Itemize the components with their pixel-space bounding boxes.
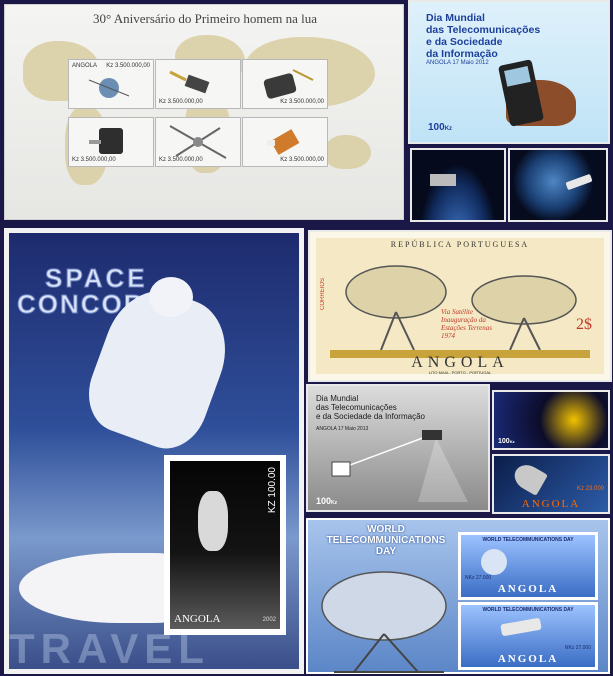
grass-strip [330, 350, 590, 358]
satellite-icon [430, 174, 456, 186]
mini-stamp: Kz 3.500.000,00 [155, 117, 241, 167]
stamp-printer: LITO MAIA - PORTO - PORTUGAL [428, 370, 492, 375]
stamp-value: 100Kz [428, 122, 453, 133]
astronaut-helmet [149, 277, 193, 317]
wtd-stamp-2: WORLD TELECOMMUNICATIONS DAY NKz 27.000 … [458, 602, 598, 670]
stamp-value: 100Kz [498, 438, 515, 445]
shuttle-icon [500, 617, 542, 637]
world-telecom-day-sheet: WORLD TELECOMMUNICATIONS DAY WORLD TELEC… [306, 518, 610, 674]
mini-stamp: Kz 3.500.000,00 [242, 59, 328, 109]
eclipse-stamp: 100Kz [494, 392, 608, 448]
stamp-header: REPÚBLICA PORTUGUESA [390, 240, 530, 249]
stamp-caption: Via Satélite Inauguração da Estações Ter… [441, 308, 493, 340]
stamp-country: ANGOLA [174, 613, 221, 625]
stamp-country: ANGOLA [521, 498, 581, 510]
map-continent [325, 135, 371, 169]
mini-stamp: ANGOLA Kz 3.500.000,00 [68, 59, 154, 109]
stamp-date: ANGOLA 17 Maio 2012 [426, 60, 489, 66]
telecom-day-stamp-2012: Dia Mundial das Telecomunicações e da So… [410, 2, 608, 142]
sheet-title-line1: SPACE [45, 263, 148, 294]
telecom-day-stamp-2013: Dia Mundial das Telecomunicações e da So… [308, 386, 488, 510]
space-concorde-sheet: SPACE CONCORDE TRAVEL KZ 100.00 ANGOLA 2… [4, 228, 304, 674]
stamp-country: ANGOLA [497, 583, 559, 595]
stamp-title: Dia Mundial das Telecomunicações e da So… [426, 12, 541, 60]
satellite-icon [89, 128, 123, 154]
stamp-value: NKz 27.000 [564, 645, 591, 651]
wtd-stamp-1: WORLD TELECOMMUNICATIONS DAY NKz 27.000 … [458, 532, 598, 600]
mobile-phone-icon [497, 59, 545, 127]
stamp-value: NKz 27.000 [465, 575, 492, 581]
stamp-title: Dia Mundial das Telecomunicações e da So… [316, 394, 425, 421]
mini-stamp: Kz 3.500.000,00 [68, 117, 154, 167]
earth-icon [88, 78, 130, 98]
space-photo-satellite [412, 150, 504, 220]
mini-stamp: Kz 3.500.000,00 [155, 59, 241, 109]
stamp-country: ANGOLA [411, 354, 509, 371]
satellite-icon [331, 430, 468, 502]
stamp-value: 100Kz [316, 496, 338, 506]
stamp-value: 2$ [576, 316, 592, 333]
stamp-country: ANGOLA [497, 653, 559, 665]
astronaut-figure [198, 491, 228, 551]
satellite-icon [169, 70, 210, 94]
stamp-year: 2002 [262, 617, 276, 623]
stamp-date: ANGOLA 17 Maio 2013 [316, 426, 369, 432]
sheet-title: 30° Aniversário do Primeiro homem na lua [93, 11, 317, 26]
stamp-value: Kz 23.000 [576, 486, 604, 492]
moon-landing-stamp: KZ 100.00 ANGOLA 2002 [164, 455, 286, 635]
moon-anniversary-sheet: 30° Aniversário do Primeiro homem na lua… [4, 4, 404, 220]
radio-telescope-icon [321, 571, 447, 673]
stamp-value: KZ 100.00 [267, 467, 278, 514]
capsule-stamp: Kz 23.000 ANGOLA [494, 456, 608, 512]
satellite-dish-icon [345, 265, 577, 351]
stamp-title: WORLD TELECOMMUNICATIONS DAY [482, 537, 574, 543]
satellite-icon [481, 549, 507, 575]
portugal-satellite-stamp: REPÚBLICA PORTUGUESA CORREIOS Via Satéli… [310, 232, 610, 380]
shuttle-icon [565, 173, 593, 191]
satellite-icon [169, 125, 227, 159]
satellite-icon [263, 69, 314, 99]
satellite-icon [267, 129, 300, 155]
mini-stamp: Kz 3.500.000,00 [242, 117, 328, 167]
space-photo-shuttle [510, 150, 606, 220]
capsule-icon [510, 460, 548, 496]
sheet-title: WORLD TELECOMMUNICATIONS DAY [326, 524, 446, 557]
stamp-title: WORLD TELECOMMUNICATIONS DAY [482, 607, 574, 613]
